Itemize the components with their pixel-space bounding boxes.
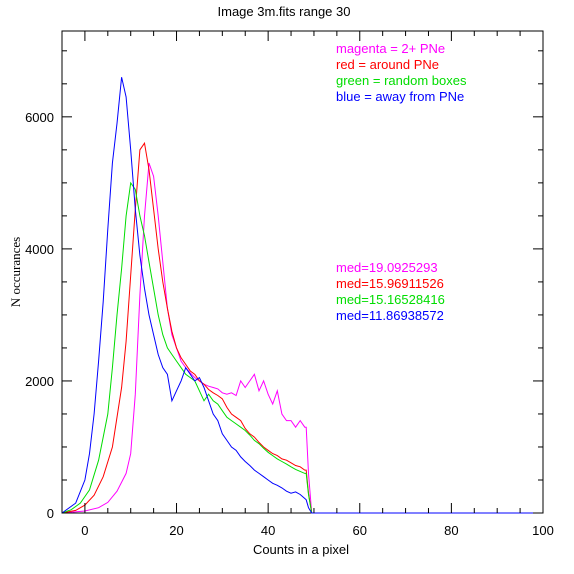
x-tick-label: 20	[169, 523, 183, 538]
series-group	[61, 77, 543, 514]
x-axis-title: Counts in a pixel	[253, 542, 349, 557]
legend-entry: green = random boxes	[336, 73, 467, 88]
x-tick-label: 80	[444, 523, 458, 538]
y-axis-title: N occurances	[8, 237, 23, 307]
axis-ticks: 0 20 40 60 80 100 0 2000 4000 6000	[25, 31, 554, 538]
series-line-0	[61, 162, 543, 514]
x-tick-label: 40	[261, 523, 275, 538]
series-line-3	[61, 77, 543, 514]
x-tick-label: 0	[81, 523, 88, 538]
median-annotation: med=11.86938572	[336, 308, 444, 323]
y-tick-label: 4000	[25, 242, 54, 257]
legend-entry: blue = away from PNe	[336, 89, 464, 104]
median-annotation: med=15.96911526	[336, 276, 444, 291]
legend-entry: red = around PNe	[336, 57, 439, 72]
median-annotations: med=19.0925293med=15.96911526med=15.1652…	[336, 260, 445, 323]
median-annotation: med=19.0925293	[336, 260, 438, 275]
series-line-1	[61, 141, 543, 514]
x-tick-label: 100	[532, 523, 554, 538]
median-annotation: med=15.16528416	[336, 292, 445, 307]
y-tick-label: 6000	[25, 110, 54, 125]
x-tick-label: 60	[353, 523, 367, 538]
y-tick-label: 0	[47, 506, 54, 521]
chart-title: Image 3m.fits range 30	[218, 4, 351, 19]
y-tick-label: 2000	[25, 374, 54, 389]
legend-entry: magenta = 2+ PNe	[336, 41, 445, 56]
plot-frame	[61, 30, 544, 514]
series-line-2	[61, 181, 543, 514]
